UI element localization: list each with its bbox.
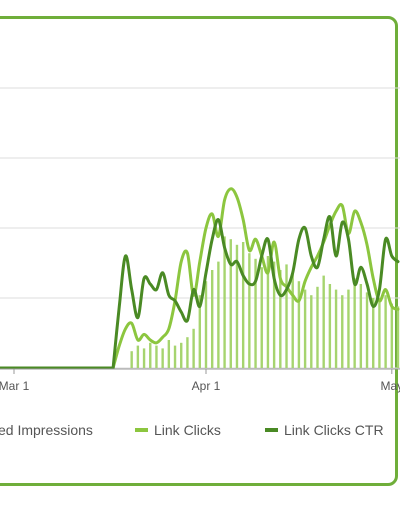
bar — [347, 289, 350, 368]
bar — [235, 244, 239, 368]
legend-label-link-clicks: Link Clicks — [154, 422, 221, 438]
bar — [173, 345, 177, 368]
legend-swatch-link-clicks — [135, 428, 148, 432]
x-tick-label: Mar 1 — [0, 379, 30, 393]
bar — [341, 295, 344, 368]
bar — [322, 275, 325, 368]
bar — [136, 345, 140, 368]
bar — [167, 340, 171, 368]
bar — [303, 289, 307, 368]
bar — [365, 292, 369, 368]
bar — [149, 342, 152, 368]
legend-swatch-ctr — [265, 428, 278, 432]
bar — [353, 278, 356, 368]
chart-panel — [0, 16, 398, 486]
bar — [334, 289, 338, 368]
bar — [229, 239, 232, 368]
bar — [266, 256, 270, 368]
bar — [390, 303, 394, 368]
series-line — [111, 215, 400, 370]
bar — [272, 261, 276, 368]
bar — [186, 337, 189, 368]
bar — [155, 345, 158, 368]
bar — [316, 286, 319, 368]
bar — [372, 298, 375, 368]
series-line — [111, 187, 400, 370]
bar — [291, 272, 294, 368]
bar — [223, 236, 226, 368]
bar — [130, 351, 133, 368]
x-axis: Mar 1 Apr 1 May — [0, 368, 400, 393]
bar — [161, 348, 164, 368]
legend-item-impressions[interactable]: ed Impressions — [0, 422, 93, 438]
bar — [328, 284, 332, 368]
x-tick-label: May — [380, 379, 400, 393]
bar — [142, 348, 146, 368]
bar — [396, 306, 400, 368]
bar — [359, 284, 363, 368]
bar — [297, 281, 301, 368]
legend: ed Impressions Link Clicks Link Clicks C… — [0, 420, 400, 444]
bar — [254, 258, 257, 368]
legend-label-impressions: ed Impressions — [0, 422, 93, 438]
bar — [210, 270, 214, 368]
legend-label-ctr: Link Clicks CTR — [284, 422, 384, 438]
bar — [279, 270, 282, 368]
bar — [192, 328, 195, 368]
bar — [378, 300, 381, 368]
bar — [285, 264, 288, 368]
bar — [204, 281, 208, 368]
bar — [241, 242, 245, 368]
bar — [180, 342, 183, 368]
bar-series — [130, 236, 400, 368]
bar — [198, 295, 202, 368]
bar — [248, 253, 251, 368]
line-series — [0, 187, 400, 370]
bar — [310, 295, 313, 368]
bar — [217, 261, 220, 368]
x-tick-label: Apr 1 — [192, 379, 221, 393]
bar — [260, 267, 263, 368]
legend-item-link-clicks[interactable]: Link Clicks — [135, 422, 221, 438]
legend-item-link-clicks-ctr[interactable]: Link Clicks CTR — [265, 422, 384, 438]
bar — [384, 295, 387, 368]
